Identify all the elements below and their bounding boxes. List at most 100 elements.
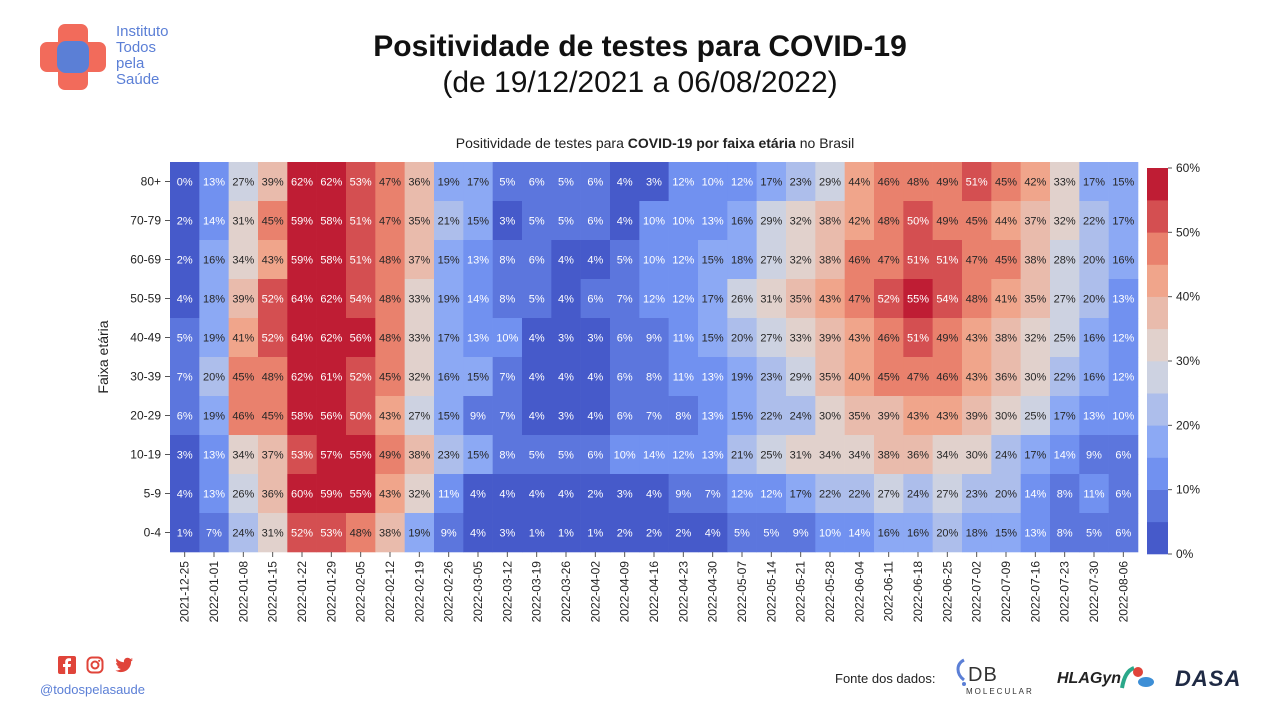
x-tick-label: 2022-04-23 <box>676 561 690 623</box>
heatmap-cell-label: 24% <box>232 528 254 540</box>
colorbar-segment <box>1147 489 1168 523</box>
heatmap-cell-label: 35% <box>408 216 430 228</box>
heatmap-cell-label: 15% <box>467 450 489 462</box>
heatmap-cell <box>815 513 845 553</box>
heatmap-cell-label: 32% <box>1024 333 1046 345</box>
heatmap-cell <box>404 357 435 397</box>
heatmap-cell <box>1108 396 1139 436</box>
heatmap-cell <box>258 357 288 397</box>
x-tick-label: 2022-03-26 <box>559 561 573 623</box>
heatmap-cell-label: 48% <box>966 294 988 306</box>
heatmap-cell <box>991 474 1021 514</box>
heatmap-cell <box>727 240 757 280</box>
heatmap-cell <box>1079 162 1109 202</box>
heatmap-cell-label: 5% <box>529 216 545 228</box>
heatmap-cell <box>375 201 405 241</box>
heatmap-cell <box>874 201 904 241</box>
heatmap-cell-label: 30% <box>995 411 1017 423</box>
heatmap-cell-label: 37% <box>262 450 284 462</box>
heatmap-cell-label: 12% <box>672 294 694 306</box>
heatmap-cell <box>844 513 875 553</box>
heatmap-cell <box>404 201 435 241</box>
heatmap-cell-label: 47% <box>379 177 401 189</box>
heatmap-cell <box>727 162 757 202</box>
heatmap-cell-label: 39% <box>232 294 254 306</box>
heatmap-cell-label: 52% <box>262 333 284 345</box>
hlagyn-brand-text: HLAGyn <box>1057 670 1121 687</box>
heatmap-cell <box>434 162 464 202</box>
heatmap-cell-label: 22% <box>819 489 841 501</box>
heatmap-cell-label: 12% <box>1112 333 1134 345</box>
heatmap-cell <box>668 474 699 514</box>
heatmap-cell-label: 12% <box>1112 372 1134 384</box>
chart-title-prefix: Positividade de testes para <box>455 135 628 151</box>
heatmap-cell-label: 12% <box>672 450 694 462</box>
heatmap-cell <box>698 396 728 436</box>
heatmap-cell <box>434 357 464 397</box>
logo-line: pela <box>116 55 145 72</box>
heatmap-cell <box>639 240 669 280</box>
twitter-icon[interactable] <box>114 656 134 674</box>
heatmap-cell <box>962 240 992 280</box>
heatmap-cell-label: 12% <box>731 177 753 189</box>
heatmap-cell <box>1079 474 1109 514</box>
heatmap-cell-label: 7% <box>499 372 515 384</box>
instagram-icon[interactable] <box>86 656 104 674</box>
logo-line: Saúde <box>116 71 160 88</box>
colorbar-segment <box>1147 521 1168 555</box>
source-label: Fonte dos dados: <box>835 671 936 686</box>
heatmap-cell <box>786 201 816 241</box>
heatmap-cell <box>668 357 699 397</box>
heatmap-chart: 0% 13% 27% 39% 62% 62% 53% 47% 36% 19% 17% 5% 6% 5% 6%… <box>95 161 1200 623</box>
heatmap-cell-label: 51% <box>966 177 988 189</box>
heatmap-cell <box>844 240 875 280</box>
heatmap-cell <box>1050 279 1080 319</box>
heatmap-cell <box>903 474 933 514</box>
heatmap-cell <box>346 240 376 280</box>
heatmap-cell <box>463 279 493 319</box>
heatmap-cell <box>228 396 259 436</box>
heatmap-cell <box>903 357 933 397</box>
social-handle[interactable]: @todospelasaude <box>40 682 145 697</box>
heatmap-cell <box>258 162 288 202</box>
heatmap-cell-label: 16% <box>1112 255 1134 267</box>
heatmap-cell-label: 5% <box>529 294 545 306</box>
heatmap-cell-label: 43% <box>819 294 841 306</box>
heatmap-cell <box>316 474 347 514</box>
heatmap-cell <box>727 396 757 436</box>
heatmap-cell-label: 13% <box>203 177 225 189</box>
heatmap-cell <box>228 240 259 280</box>
heatmap-cell-label: 34% <box>819 450 841 462</box>
heatmap-cell-label: 36% <box>907 450 929 462</box>
heatmap-cell-label: 10% <box>614 450 636 462</box>
heatmap-cell-label: 55% <box>907 294 929 306</box>
y-tick-label: 80+ <box>141 175 161 189</box>
facebook-icon[interactable] <box>58 656 76 674</box>
heatmap-cell <box>258 474 288 514</box>
heatmap-cell <box>228 279 259 319</box>
heatmap-cell <box>551 513 581 553</box>
heatmap-cell-label: 31% <box>760 294 782 306</box>
x-tick-label: 2022-05-14 <box>764 561 778 623</box>
heatmap-cell <box>434 318 464 358</box>
x-tick-label: 2022-04-02 <box>588 561 602 623</box>
heatmap-cell-label: 0% <box>177 177 193 189</box>
heatmap-cell-label: 3% <box>617 489 633 501</box>
heatmap-cell <box>1020 240 1051 280</box>
heatmap-cell <box>492 474 523 514</box>
heatmap-cell-label: 48% <box>379 333 401 345</box>
heatmap-cell-label: 45% <box>262 411 284 423</box>
heatmap-cell <box>991 396 1021 436</box>
heatmap-cell <box>199 201 229 241</box>
heatmap-cell-label: 4% <box>587 372 603 384</box>
x-tick-label: 2022-08-06 <box>1116 561 1130 623</box>
x-tick-label: 2022-01-15 <box>266 561 280 623</box>
heatmap-cell <box>1050 318 1080 358</box>
heatmap-cell <box>316 279 347 319</box>
heatmap-cell <box>522 318 552 358</box>
heatmap-cell <box>639 201 669 241</box>
heatmap-cell-label: 27% <box>232 177 254 189</box>
heatmap-cell-label: 12% <box>643 294 665 306</box>
heatmap-cell <box>258 201 288 241</box>
heatmap-cell <box>463 474 493 514</box>
